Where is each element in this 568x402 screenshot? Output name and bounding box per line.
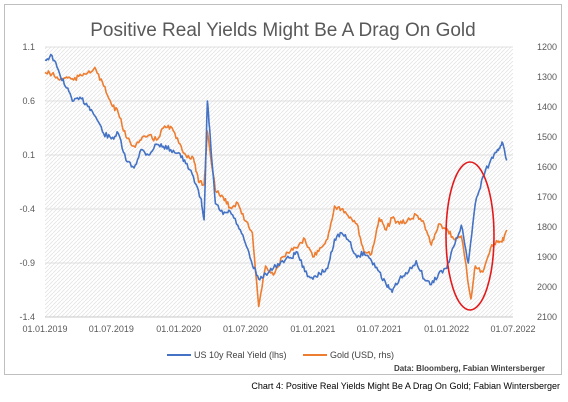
- right-axis-tick-label: 2000: [537, 282, 557, 292]
- right-axis-tick-label: 1500: [537, 132, 557, 142]
- right-axis-tick-label: 1200: [537, 42, 557, 52]
- right-axis-tick-label: 1300: [537, 72, 557, 82]
- chart-title: Positive Real Yields Might Be A Drag On …: [90, 20, 475, 41]
- left-axis-tick-label: -0.9: [19, 258, 35, 268]
- left-axis-tick-label: 1.1: [22, 42, 35, 52]
- x-axis-tick-label: 01.07.2021: [357, 324, 402, 334]
- x-axis-tick-label: 01.07.2020: [223, 324, 268, 334]
- x-axis-tick-label: 01.07.2019: [89, 324, 134, 334]
- right-axis-tick-label: 1800: [537, 222, 557, 232]
- left-axis-tick-label: 0.1: [22, 150, 35, 160]
- chart-frame: Positive Real Yields Might Be A Drag On …: [4, 4, 562, 375]
- series-lines: [44, 53, 508, 308]
- right-axis-ticks: 1200 1300 1400 1500 1600 1700 1800 1900 2000 2100: [537, 42, 557, 322]
- right-axis-tick-label: 1600: [537, 162, 557, 172]
- left-axis-tick-label: 0.6: [22, 96, 35, 106]
- x-axis-tick-label: 01.01.2019: [22, 324, 67, 334]
- legend: US 10y Real Yield (lhs) Gold (USD, rhs): [167, 350, 394, 360]
- right-axis-tick-label: 1700: [537, 192, 557, 202]
- left-axis-tick-label: -1.4: [19, 312, 35, 322]
- source-note: Data: Bloomberg, Fabian Wintersberger: [394, 364, 545, 373]
- x-axis-ticks: 01.01.2019 01.07.2019 01.01.2020 01.07.2020…: [22, 316, 536, 334]
- x-axis-tick-label: 01.01.2020: [156, 324, 201, 334]
- right-axis-tick-label: 2100: [537, 312, 557, 322]
- highlight-ellipse: [445, 161, 495, 311]
- chart-svg: Positive Real Yields Might Be A Drag On …: [19, 20, 557, 373]
- plot-area: [45, 47, 513, 317]
- left-axis-tick-label: -0.4: [19, 204, 35, 214]
- legend-label-real-yield: US 10y Real Yield (lhs): [194, 350, 287, 360]
- x-axis-tick-label: 01.01.2022: [424, 324, 469, 334]
- x-axis-tick-label: 01.01.2021: [290, 324, 335, 334]
- figure-caption: Chart 4: Positive Real Yields Might Be A…: [251, 381, 560, 391]
- left-axis-ticks: 1.1 0.6 0.1 -0.4 -0.9 -1.4: [19, 42, 35, 322]
- right-axis-tick-label: 1900: [537, 252, 557, 262]
- real-yield-line: [44, 53, 508, 293]
- legend-label-gold: Gold (USD, rhs): [330, 350, 394, 360]
- gold-price-line: [44, 66, 508, 308]
- right-axis-tick-label: 1400: [537, 102, 557, 112]
- x-axis-tick-label: 01.07.2022: [490, 324, 535, 334]
